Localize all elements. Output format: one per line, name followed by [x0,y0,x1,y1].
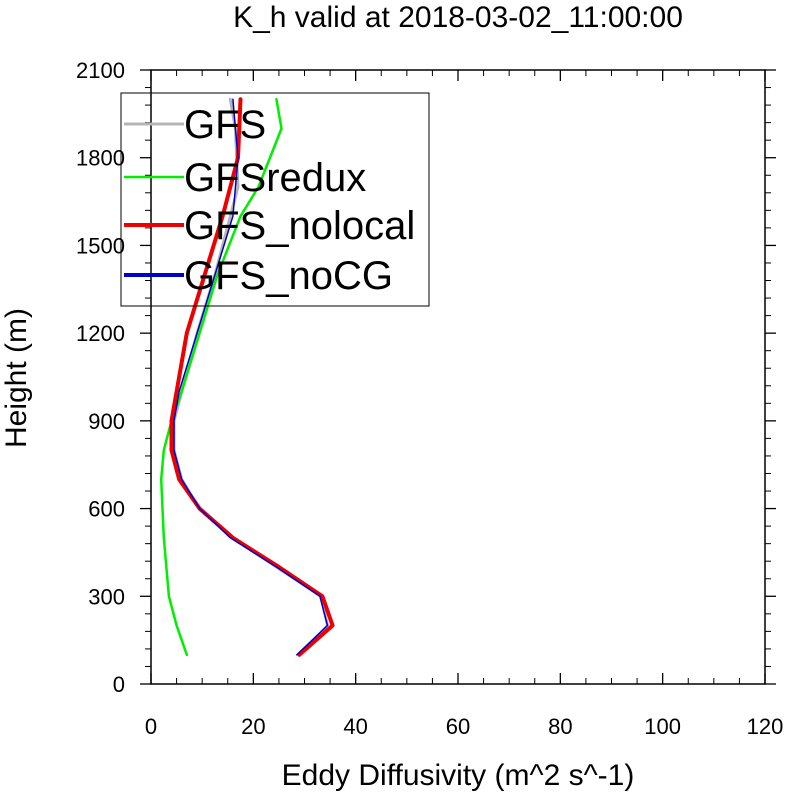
legend-label-gfs: GFS [184,103,266,147]
x-tick-label: 20 [241,714,265,739]
plot-lines [159,97,335,657]
chart-title: K_h valid at 2018-03-02_11:00:00 [233,1,683,34]
legend-label-gfs-nolocal: GFS_nolocal [184,204,415,248]
x-tick-label: 40 [343,714,367,739]
x-tick-label: 60 [446,714,470,739]
plot-ticks: 0 20 40 60 80 100 1200300600900120015001800210… [76,58,783,739]
series-line-gfs-nolocal [169,97,335,657]
y-tick-label: 600 [88,497,125,522]
y-tick-label: 1800 [76,146,125,171]
x-tick-label: 0 [145,714,157,739]
legend-label-gfsredux: GFSredux [184,156,366,200]
x-axis-label: Eddy Diffusivity (m^2 s^-1) [282,759,635,792]
plot-frame [150,69,766,685]
y-tick-label: 900 [88,409,125,434]
y-tick-label: 300 [88,584,125,609]
legend-label-gfs-nocg: GFS_noCG [184,254,393,298]
y-tick-label: 0 [113,672,125,697]
x-tick-label: 100 [644,714,681,739]
series-line-gfs-nocg [173,98,329,656]
y-tick-label: 2100 [76,58,125,83]
x-tick-label: 120 [747,714,784,739]
y-axis-label: Height (m) [0,308,33,448]
legend-box [120,92,430,307]
y-tick-label: 1200 [76,321,125,346]
x-tick-label: 80 [548,714,572,739]
y-tick-label: 1500 [76,233,125,258]
